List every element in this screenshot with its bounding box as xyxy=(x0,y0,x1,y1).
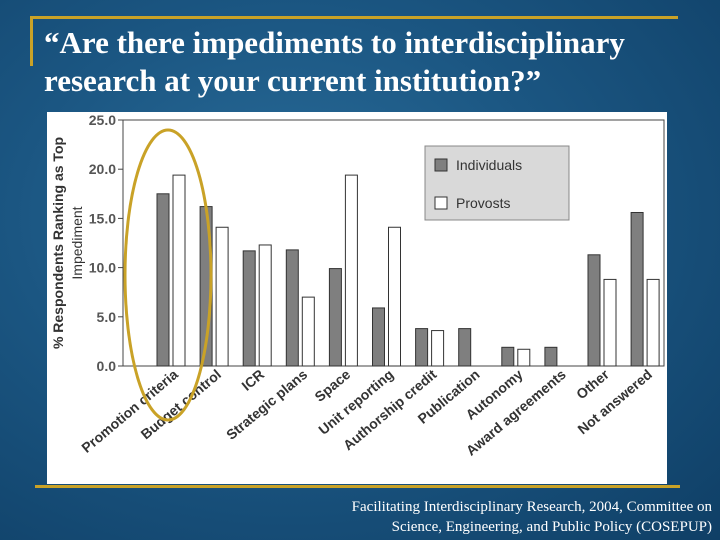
title-frame-left xyxy=(30,16,33,66)
bar-individuals-11 xyxy=(630,211,644,367)
y-axis-label-line2: Impediment xyxy=(69,206,85,279)
y-tick-label: 5.0 xyxy=(97,309,117,325)
source-line-1: Facilitating Interdisciplinary Research,… xyxy=(351,499,712,515)
legend-swatch-individuals xyxy=(434,158,448,172)
y-tick-label: 10.0 xyxy=(89,260,116,276)
y-axis-label-line1: % Respondents Ranking as Top xyxy=(50,137,66,349)
bar-provosts-0 xyxy=(172,174,186,367)
y-tick-label: 15.0 xyxy=(89,210,116,226)
bar-individuals-2 xyxy=(242,250,256,367)
footer-frame xyxy=(35,485,680,488)
bar-individuals-8 xyxy=(501,346,515,367)
bar-provosts-5 xyxy=(388,226,401,367)
legend-box xyxy=(424,145,570,221)
bar-individuals-0 xyxy=(156,193,170,367)
chart-legend: Individuals Provosts xyxy=(424,145,570,221)
y-tick-label: 25.0 xyxy=(89,112,116,128)
x-category-label: Strategic plans xyxy=(223,366,310,443)
legend-swatch-provosts xyxy=(434,196,448,210)
bar-provosts-1 xyxy=(215,226,229,367)
bar-individuals-10 xyxy=(587,254,601,367)
y-tick-label: 0.0 xyxy=(97,358,117,374)
highlight-ellipse xyxy=(123,128,213,422)
bar-provosts-3 xyxy=(301,296,315,367)
chart-panel: % Respondents Ranking as Top Impediment … xyxy=(47,112,667,484)
bar-provosts-11 xyxy=(646,278,660,367)
slide-title: “Are there impediments to interdisciplin… xyxy=(44,25,625,98)
bar-individuals-7 xyxy=(458,328,472,367)
legend-label-provosts: Provosts xyxy=(456,195,510,211)
bar-individuals-5 xyxy=(372,307,385,367)
bar-provosts-4 xyxy=(344,174,358,367)
bar-individuals-9 xyxy=(544,346,558,367)
x-category-label: Budget control xyxy=(137,366,224,442)
source-line-2: Science, Engineering, and Public Policy … xyxy=(391,519,712,535)
legend-label-individuals: Individuals xyxy=(456,157,522,173)
bar-provosts-6 xyxy=(431,330,445,367)
bar-provosts-8 xyxy=(517,348,531,367)
bar-individuals-3 xyxy=(285,249,299,367)
x-category-label: Not answered xyxy=(574,366,655,437)
bar-provosts-2 xyxy=(258,244,272,367)
bar-individuals-4 xyxy=(328,268,342,367)
source-citation: Facilitating Interdisciplinary Research,… xyxy=(240,497,712,537)
y-tick-label: 20.0 xyxy=(89,161,116,177)
x-category-label: Other xyxy=(573,366,612,403)
x-category-label: ICR xyxy=(238,366,267,394)
bar-provosts-10 xyxy=(603,278,617,367)
title-frame-top xyxy=(30,16,678,19)
impediments-bar-chart: % Respondents Ranking as Top Impediment … xyxy=(50,112,665,459)
bar-individuals-6 xyxy=(415,328,429,367)
